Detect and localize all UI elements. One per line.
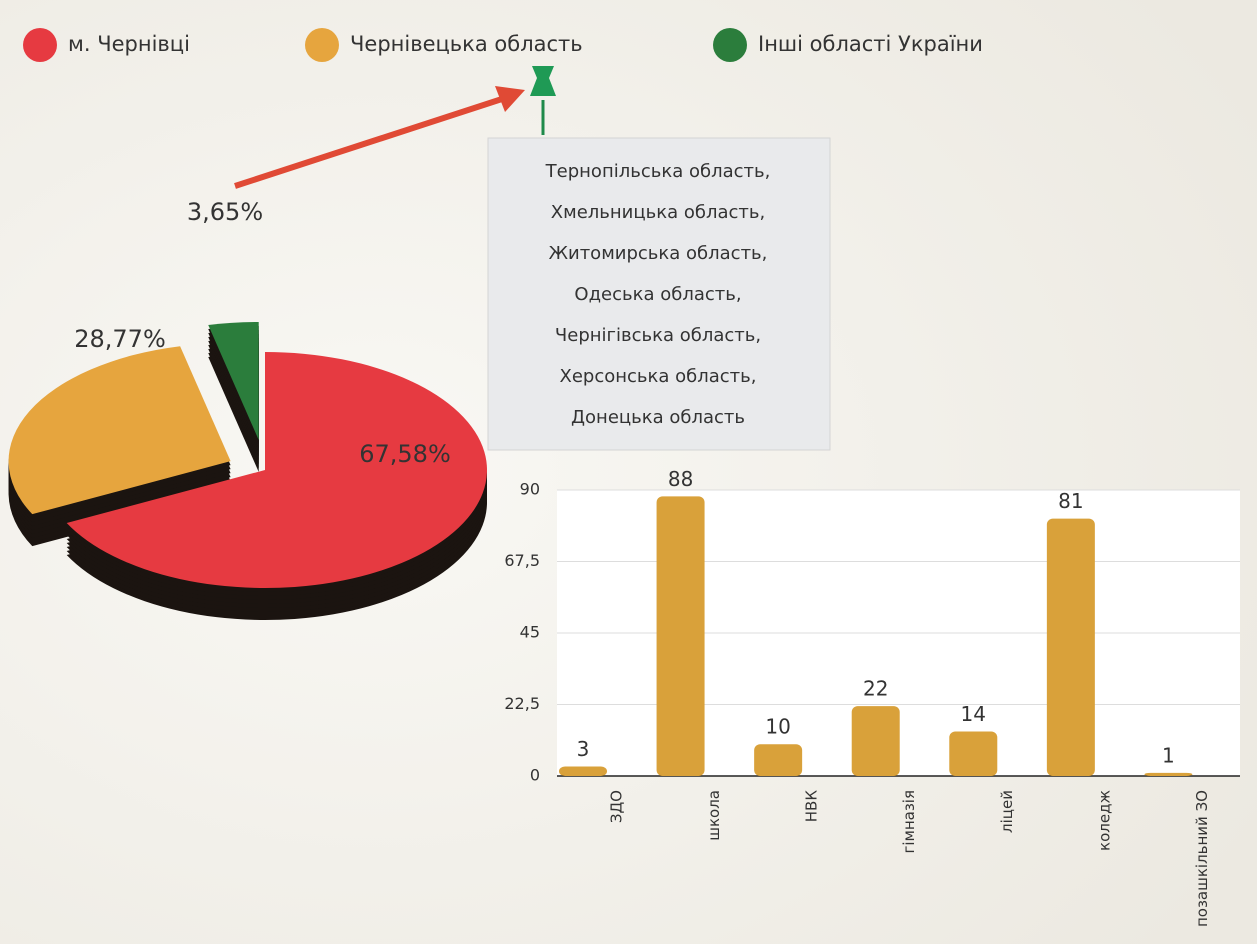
bar	[852, 706, 900, 776]
page: м. Чернівці Чернівецька область Інші облас…	[0, 0, 1257, 944]
annotation-line: Тернопільська область,	[545, 161, 771, 182]
y-tick-label: 45	[520, 623, 540, 642]
bar	[657, 496, 705, 776]
data-label: 3,65%	[187, 198, 263, 226]
y-tick-label: 0	[530, 766, 540, 785]
x-tick-label: коледж	[1095, 790, 1113, 851]
data-label: 22	[863, 677, 888, 701]
bar	[949, 732, 997, 776]
legend-label: Інші області України	[758, 32, 983, 56]
bar	[559, 766, 607, 776]
data-label: 81	[1058, 489, 1083, 513]
data-label: 28,77%	[74, 325, 166, 353]
legend-label: Чернівецька область	[350, 32, 583, 56]
annotation-line: Донецька область	[571, 407, 745, 428]
y-tick-label: 90	[520, 480, 540, 499]
x-tick-label: школа	[705, 790, 723, 841]
annotation-line: Херсонська область,	[560, 366, 757, 387]
data-label: 3	[577, 737, 590, 761]
annotation-line: Одеська область,	[574, 284, 741, 305]
data-label: 10	[765, 715, 790, 739]
x-tick-label: ЗДО	[608, 790, 626, 823]
legend-swatch	[305, 28, 339, 62]
bar	[1047, 519, 1095, 776]
legend-swatch	[23, 28, 57, 62]
data-label: 1	[1162, 743, 1175, 767]
x-tick-label: ліцей	[998, 790, 1016, 833]
x-tick-label: НВК	[803, 790, 821, 823]
data-label: 14	[961, 702, 986, 726]
annotation-line: Чернігівська область,	[555, 325, 761, 346]
x-tick-label: позашкільний ЗО	[1193, 790, 1211, 927]
data-label: 88	[668, 467, 693, 491]
chart: м. Чернівці Чернівецька область Інші облас…	[0, 0, 1257, 944]
annotation-line: Житомирська область,	[549, 243, 768, 264]
data-label: 67,58%	[359, 440, 451, 468]
legend-label: м. Чернівці	[68, 32, 190, 56]
y-tick-label: 67,5	[504, 551, 540, 570]
y-tick-label: 22,5	[504, 694, 540, 713]
x-tick-label: гімназія	[900, 790, 918, 854]
annotation-line: Хмельницька область,	[551, 202, 765, 223]
legend-swatch	[713, 28, 747, 62]
bar	[1144, 773, 1192, 776]
bar	[754, 744, 802, 776]
